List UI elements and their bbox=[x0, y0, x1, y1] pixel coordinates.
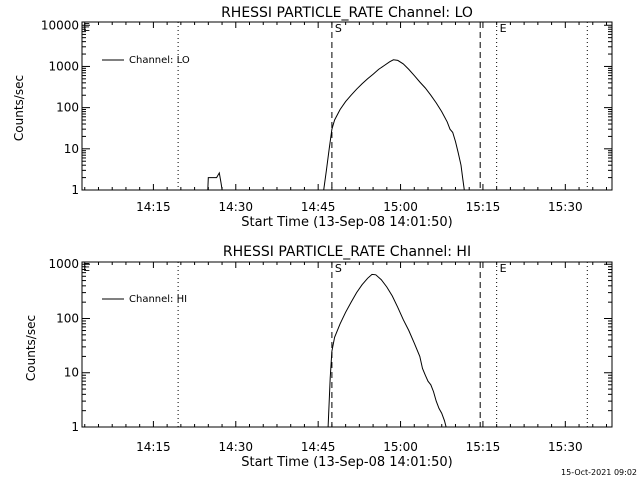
chart-hi-xtick-label: 15:30 bbox=[548, 440, 583, 454]
chart-hi-series-line bbox=[327, 273, 447, 428]
chart-lo-ytick-label: 1 bbox=[71, 183, 79, 197]
chart-hi-title: RHESSI PARTICLE_RATE Channel: HI bbox=[223, 244, 471, 260]
chart-lo-ytick-label: 10 bbox=[64, 142, 79, 156]
chart-lo-xlabel: Start Time (13-Sep-08 14:01:50) bbox=[241, 215, 452, 230]
chart-lo-xtick-label: 14:15 bbox=[136, 200, 171, 214]
chart-hi-marker-label: E bbox=[500, 262, 507, 275]
chart-lo-ytick-label: 10000 bbox=[41, 18, 79, 32]
chart-hi-ytick-label: 1 bbox=[71, 420, 79, 434]
chart-lo-xtick-label: 14:30 bbox=[218, 200, 253, 214]
chart-hi-xtick-label: 15:15 bbox=[466, 440, 501, 454]
chart-hi-ylabel: Counts/sec bbox=[24, 315, 38, 381]
chart-lo-ytick-label: 100 bbox=[56, 101, 79, 115]
chart-lo-series-line bbox=[323, 59, 465, 191]
chart-hi-xlabel: Start Time (13-Sep-08 14:01:50) bbox=[241, 455, 452, 470]
chart-lo-series-line bbox=[207, 171, 223, 191]
chart-lo-xtick-label: 15:30 bbox=[548, 200, 583, 214]
chart-lo-ylabel: Counts/sec bbox=[12, 75, 26, 141]
chart-lo-marker-label: E bbox=[500, 22, 507, 35]
chart-lo-frame bbox=[81, 21, 613, 191]
chart-hi-xtick-label: 14:15 bbox=[136, 440, 171, 454]
chart-lo-xtick-label: 14:45 bbox=[301, 200, 336, 214]
chart-lo-title: RHESSI PARTICLE_RATE Channel: LO bbox=[221, 5, 473, 21]
chart-hi-ytick-label: 10 bbox=[64, 366, 79, 380]
chart-hi-xtick-label: 14:45 bbox=[301, 440, 336, 454]
chart-lo-marker-label: S bbox=[335, 22, 342, 35]
chart-hi-xtick-label: 15:00 bbox=[383, 440, 418, 454]
chart-hi-ytick-label: 1000 bbox=[48, 257, 79, 271]
chart-hi-legend-label: Channel: HI bbox=[129, 294, 187, 305]
chart-hi-edge-marker-label: E bbox=[83, 261, 90, 274]
chart-hi-panel: RHESSI PARTICLE_RATE Channel: HI Start T… bbox=[24, 244, 613, 470]
footer-timestamp: 15-Oct-2021 09:02 bbox=[561, 468, 637, 477]
chart-lo-legend-label: Channel: LO bbox=[129, 55, 190, 66]
chart-hi-xtick-label: 14:30 bbox=[218, 440, 253, 454]
chart-hi-marker-label: S bbox=[335, 262, 342, 275]
chart-lo-ytick-label: 1000 bbox=[48, 59, 79, 73]
chart-hi-frame bbox=[81, 261, 613, 428]
chart-lo-panel: RHESSI PARTICLE_RATE Channel: LO Start T… bbox=[12, 5, 613, 230]
chart-hi-ytick-label: 100 bbox=[56, 311, 79, 325]
chart-lo-xtick-label: 15:15 bbox=[466, 200, 501, 214]
chart-lo-edge-marker-label: E bbox=[83, 21, 90, 34]
chart-lo-xtick-label: 15:00 bbox=[383, 200, 418, 214]
